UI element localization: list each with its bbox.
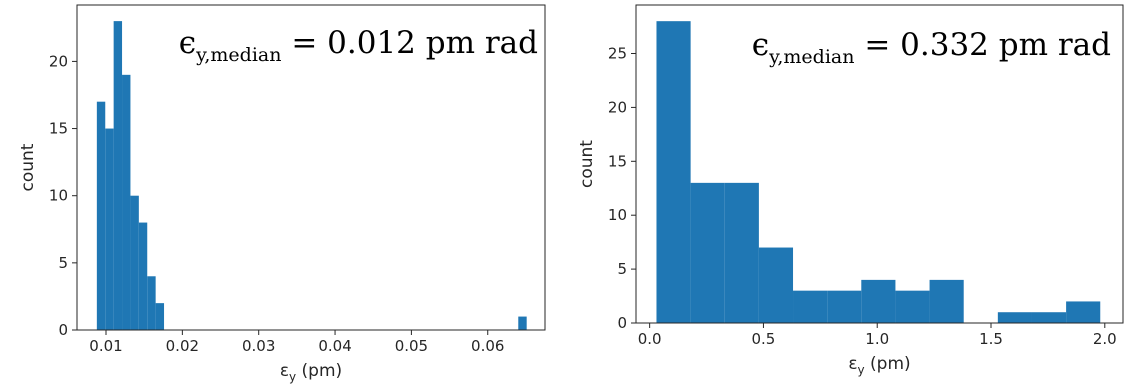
median-annotation-value: = 0.332 pm rad xyxy=(854,27,1111,63)
histogram-bar xyxy=(1031,312,1067,323)
x-tick-label: 0.5 xyxy=(752,330,776,348)
median-annotation-symbol: ϵ xyxy=(752,27,769,63)
x-axis-label-symbol: ε xyxy=(280,361,289,381)
histogram-bar xyxy=(122,74,131,330)
x-axis-label-subscript: y xyxy=(858,363,865,377)
y-tick-label: 15 xyxy=(49,120,68,138)
histogram-bar xyxy=(96,101,106,330)
histogram-bar xyxy=(130,195,139,330)
x-tick-label: 0.06 xyxy=(471,337,504,355)
y-tick-label: 10 xyxy=(49,187,68,205)
x-axis-label-unit: (pm) xyxy=(296,361,342,381)
x-tick-label: 0.05 xyxy=(395,337,428,355)
y-axis-label: count xyxy=(577,140,597,188)
histogram-bar xyxy=(929,279,964,323)
histogram-bar xyxy=(690,182,725,323)
median-annotation-subscript: y,median xyxy=(768,46,854,68)
histogram-bar xyxy=(1066,301,1101,323)
histogram-bar xyxy=(147,276,156,330)
histogram-bar xyxy=(793,290,828,323)
y-tick-label: 15 xyxy=(608,152,627,170)
histogram-bar xyxy=(895,290,930,323)
histogram-bar xyxy=(724,182,759,323)
x-axis-label: εy (pm) xyxy=(280,361,342,384)
histogram-bar xyxy=(105,128,114,330)
median-annotation: ϵy,median = 0.332 pm rad xyxy=(752,27,1111,68)
median-annotation-subscript: y,median xyxy=(195,44,281,66)
median-annotation-value: = 0.012 pm rad xyxy=(281,25,538,61)
x-axis-label-symbol: ε xyxy=(848,354,857,374)
histogram-bar xyxy=(656,21,691,323)
histogram-right: 0.0 0.5 1.0 1.5 2.0 0 5 10 15 20 25 εy (pm) count ϵy,… xyxy=(568,0,1127,390)
median-annotation-symbol: ϵ xyxy=(179,25,196,61)
x-axis-label: εy (pm) xyxy=(848,354,910,377)
plot-frame xyxy=(76,4,546,331)
x-axis-label-unit: (pm) xyxy=(865,354,911,374)
x-tick-label: 0.01 xyxy=(89,337,122,355)
x-tick-label: 0.04 xyxy=(318,337,351,355)
histogram-left: 0.01 0.02 0.03 0.04 0.05 0.06 0 5 10 15 20 εy (pm) c… xyxy=(0,0,560,390)
x-tick-label: 0.03 xyxy=(242,337,275,355)
y-axis-label: count xyxy=(18,143,38,191)
median-annotation: ϵy,median = 0.012 pm rad xyxy=(179,25,538,66)
x-tick-label: 0.02 xyxy=(166,337,199,355)
histogram-bar xyxy=(518,316,527,330)
y-tick-label: 0 xyxy=(617,314,627,332)
histogram-bar xyxy=(758,247,794,323)
plot-frame xyxy=(635,4,1124,324)
y-tick-label: 5 xyxy=(58,254,68,272)
histogram-bar xyxy=(861,279,896,323)
histogram-bar xyxy=(113,21,123,331)
y-tick-label: 10 xyxy=(608,206,627,224)
histogram-bar xyxy=(997,312,1032,323)
x-tick-label: 1.0 xyxy=(865,330,889,348)
x-tick-label: 2.0 xyxy=(1093,330,1117,348)
y-tick-label: 0 xyxy=(58,321,68,339)
y-tick-label: 20 xyxy=(608,98,627,116)
x-tick-label: 1.5 xyxy=(979,330,1003,348)
x-tick-label: 0.0 xyxy=(638,330,662,348)
x-axis-label-subscript: y xyxy=(289,370,296,384)
y-tick-label: 20 xyxy=(49,52,68,70)
histogram-right-svg: 0.0 0.5 1.0 1.5 2.0 0 5 10 15 20 25 εy (pm) count ϵy,… xyxy=(577,4,1124,377)
histogram-left-svg: 0.01 0.02 0.03 0.04 0.05 0.06 0 5 10 15 20 εy (pm) c… xyxy=(18,4,546,384)
histogram-bar xyxy=(138,222,148,330)
histogram-bar xyxy=(155,303,165,330)
histogram-bar xyxy=(827,290,862,323)
y-tick-label: 25 xyxy=(608,45,627,63)
y-tick-label: 5 xyxy=(617,260,627,278)
